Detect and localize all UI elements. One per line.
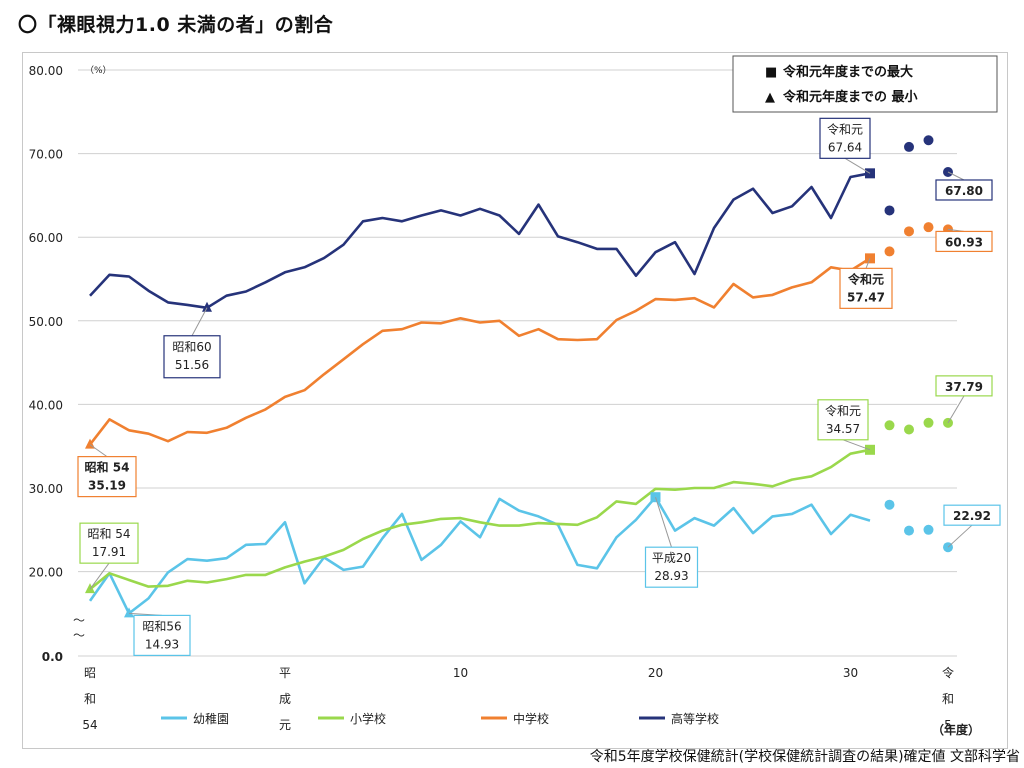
annotation-leader	[865, 258, 871, 269]
annotation-box	[77, 456, 137, 498]
series-line-junior_high	[88, 257, 871, 446]
min-marker	[124, 607, 134, 618]
annotation-box	[839, 267, 893, 309]
annotation-box	[133, 614, 191, 657]
series-legend-label: 小学校	[350, 711, 386, 726]
annotation-box	[817, 399, 869, 441]
min-marker	[85, 583, 95, 594]
annotation-box	[935, 179, 993, 201]
annotation-label: 令和元	[847, 271, 884, 286]
data-point-elementary	[884, 420, 895, 431]
series-legend-label: 中学校	[513, 711, 549, 726]
data-point-kindergarten	[904, 525, 914, 536]
annotation-label: 昭和56	[142, 619, 181, 633]
axis-break-mark: 〜	[73, 629, 85, 643]
data-point-junior_high	[923, 222, 934, 233]
annotation-box	[644, 546, 699, 588]
y-tick-label: 40.00	[29, 398, 63, 412]
annotation-leader	[655, 497, 672, 548]
axis-break-mark: 〜	[73, 614, 85, 628]
x-tick-label: 元	[279, 718, 291, 732]
data-point-high_school	[904, 141, 914, 152]
annotation-box	[935, 375, 993, 397]
chart-frame: 80.00 70.00 60.00 50.00 40.00 30.00 20.00 0.0 〜〜…	[22, 52, 1008, 749]
annotation-box	[163, 335, 221, 379]
annotation-label: 34.57	[826, 422, 860, 436]
y-tick-label: 80.00	[29, 64, 63, 78]
x-tick-label: 5	[944, 718, 952, 732]
annotation-leader	[89, 444, 108, 458]
annotation-label: 昭和 54	[87, 527, 130, 541]
source-note: 令和5年度学校保健統計(学校保健統計調査の結果)確定値 文部科学省	[589, 749, 1020, 765]
legend-box	[732, 55, 998, 113]
annotation-box	[943, 504, 1001, 526]
x-tick-label: 10	[453, 666, 468, 680]
legend-marker: ■	[765, 65, 777, 80]
y-tick-label: 60.00	[29, 231, 63, 245]
legend-marker: ▲	[765, 90, 775, 105]
x-tick-label: 20	[648, 666, 663, 680]
data-point-kindergarten	[923, 524, 934, 535]
annotation-label: 令和元	[825, 403, 861, 418]
data-point-elementary	[923, 417, 934, 428]
x-tick-label: 成	[279, 692, 291, 706]
y-tick-label: 30.00	[29, 482, 63, 496]
annotation-leader	[89, 562, 110, 590]
series-line-kindergarten	[88, 495, 871, 615]
series-legend-label: 幼稚園	[193, 712, 229, 726]
annotation-leader	[947, 171, 965, 181]
annotation-label: 昭和 54	[85, 460, 130, 475]
series-legend-label: 高等学校	[671, 711, 719, 726]
annotation-label: 57.47	[847, 290, 885, 304]
annotation-leader	[844, 157, 871, 174]
data-point-junior_high	[904, 226, 914, 237]
annotation-box	[935, 230, 993, 253]
x-tick-label: 和	[942, 692, 954, 706]
series-line-elementary	[89, 448, 871, 591]
y-tick-label: 20.00	[29, 566, 63, 580]
x-tick-label: 平	[279, 666, 291, 680]
annotation-label: 17.91	[92, 545, 126, 559]
data-point-high_school	[884, 205, 895, 216]
legend-label: 令和元年度までの 最小	[783, 89, 918, 105]
annotation-leader	[842, 439, 871, 451]
min-marker	[202, 301, 212, 312]
data-point-junior_high	[884, 246, 895, 257]
annotation-label: 60.93	[945, 235, 983, 249]
annotation-label: 平成20	[652, 551, 691, 565]
annotation-label: 51.56	[175, 358, 209, 372]
annotation-label: 昭和60	[172, 340, 211, 354]
annotation-label: 令和元	[827, 121, 863, 136]
data-point-elementary	[904, 424, 914, 435]
annotation-label: 14.93	[145, 637, 179, 651]
annotation-label: 28.93	[654, 569, 688, 583]
x-tick-label: 昭	[84, 666, 96, 680]
line-chart: 80.00 70.00 60.00 50.00 40.00 30.00 20.00 0.0 〜〜…	[29, 55, 1001, 737]
x-axis-label: （年度）	[932, 722, 980, 737]
x-tick-label: 54	[82, 718, 97, 732]
page-title: 〇「裸眼視力1.0 未満の者」の割合	[18, 14, 334, 36]
data-point-kindergarten	[884, 499, 895, 510]
annotation-leader	[191, 307, 208, 336]
x-tick-label: 令	[942, 665, 954, 680]
annotation-leader	[947, 395, 965, 424]
y-tick-label: 70.00	[29, 148, 63, 162]
y-tick-label: 0.0	[42, 650, 63, 664]
annotation-box	[819, 117, 871, 159]
annotation-label: 35.19	[88, 479, 126, 493]
series-line-high_school	[89, 172, 871, 310]
annotation-leader	[947, 524, 973, 548]
legend-label: 令和元年度までの最大	[783, 64, 913, 80]
unit-label: （%）	[85, 65, 112, 76]
annotation-label: 67.80	[945, 184, 983, 198]
annotation-label: 37.79	[945, 380, 983, 394]
y-tick-label: 50.00	[29, 315, 63, 329]
data-point-high_school	[923, 135, 934, 146]
annotation-label: 67.64	[828, 140, 862, 154]
annotation-label: 22.92	[953, 509, 991, 523]
x-tick-label: 和	[84, 692, 96, 706]
annotation-box	[79, 522, 139, 564]
x-tick-label: 30	[843, 666, 858, 680]
